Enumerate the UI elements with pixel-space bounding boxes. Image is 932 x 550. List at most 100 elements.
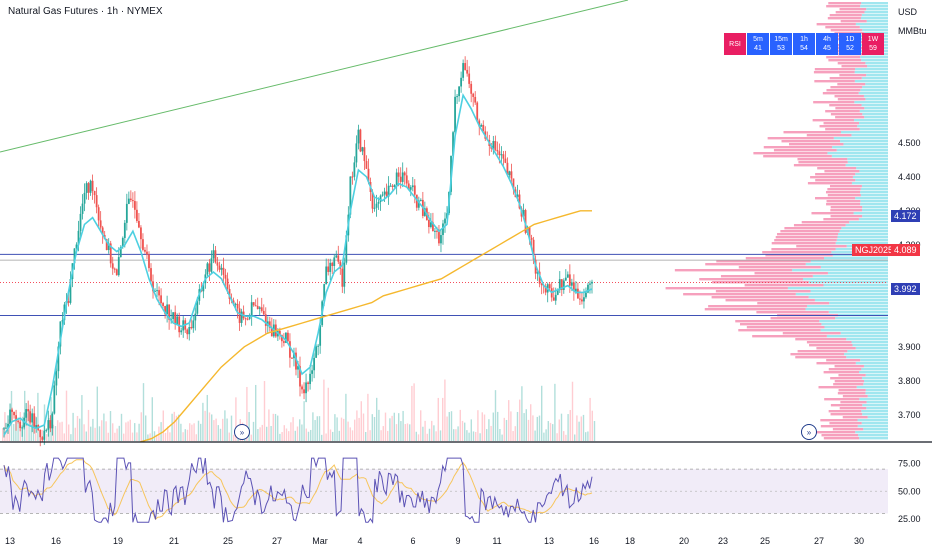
volume-bar xyxy=(395,424,398,441)
volume-bar xyxy=(420,410,422,441)
volume-profile-bar xyxy=(815,179,856,182)
candle-body xyxy=(548,284,551,289)
volume-profile-bar xyxy=(861,377,888,380)
volume-profile-bar xyxy=(860,194,888,197)
candle-body xyxy=(581,299,583,302)
volume-profile-bar xyxy=(835,116,865,119)
volume-bar xyxy=(497,411,499,441)
candle-body xyxy=(504,158,507,163)
volume-bar xyxy=(224,410,226,441)
volume-bar xyxy=(490,425,492,441)
candle-body xyxy=(577,288,579,299)
volume-bar xyxy=(481,412,483,441)
volume-profile-bar xyxy=(699,278,804,281)
volume-bar xyxy=(455,429,457,441)
volume-bar xyxy=(514,426,516,441)
candle-body xyxy=(287,332,289,342)
volume-profile-bar xyxy=(771,248,836,251)
candle-body xyxy=(150,268,152,282)
volume-bar xyxy=(325,433,327,441)
candle-body xyxy=(436,230,438,232)
candle-body xyxy=(160,295,162,304)
volume-bar xyxy=(74,427,76,441)
rsi-cell-1h[interactable]: 1h 54 xyxy=(793,33,815,55)
volume-profile-bar xyxy=(830,113,863,116)
time-tick-label: 27 xyxy=(814,536,824,546)
volume-profile-bar xyxy=(674,269,793,272)
rsi-cell-5m[interactable]: 5m 41 xyxy=(747,33,769,55)
volume-profile-bar xyxy=(773,149,837,152)
volume-bar xyxy=(565,434,567,441)
volume-bar xyxy=(492,412,494,441)
volume-bar xyxy=(362,413,365,441)
jump-arrow-icon[interactable]: » xyxy=(801,424,817,440)
candle-body xyxy=(5,427,7,429)
candle-body xyxy=(129,198,132,201)
volume-profile-bar xyxy=(752,335,827,338)
volume-profile-bar xyxy=(757,302,830,305)
candle-body xyxy=(105,239,108,251)
volume-bar xyxy=(178,414,180,441)
volume-bar xyxy=(422,426,424,441)
volume-bar xyxy=(457,426,459,441)
volume-profile-bar xyxy=(855,179,888,182)
volume-profile-bar xyxy=(834,380,865,383)
time-tick-label: 4 xyxy=(357,536,362,546)
rsi-cell-1d[interactable]: 1D 52 xyxy=(839,33,861,55)
rsi-tick-label: 50.00 xyxy=(898,486,921,496)
volume-bar xyxy=(222,418,224,441)
currency-label[interactable]: USD xyxy=(898,7,918,17)
candle-body xyxy=(512,178,515,190)
rsi-cell-15m[interactable]: 15m 53 xyxy=(770,33,792,55)
volume-bar xyxy=(435,431,437,441)
candle-body xyxy=(67,301,70,303)
candle-body xyxy=(101,227,104,235)
volume-profile-bar xyxy=(803,278,888,281)
volume-bar xyxy=(338,430,340,441)
volume-profile-bar xyxy=(840,20,867,23)
unit-label[interactable]: MMBtu xyxy=(898,26,927,36)
volume-profile-bar xyxy=(841,65,868,68)
volume-bar xyxy=(424,420,426,441)
candle-body xyxy=(210,258,213,272)
lower-level-tag: 3.992 xyxy=(891,283,920,295)
candle-body xyxy=(313,357,316,371)
volume-bar xyxy=(107,432,109,441)
candle-body xyxy=(387,185,390,197)
rsi-cell-1w[interactable]: 1W 59 xyxy=(862,33,884,55)
volume-profile-bar xyxy=(832,428,864,431)
candle-body xyxy=(194,313,197,321)
volume-profile-bar xyxy=(745,257,824,260)
volume-profile-bar xyxy=(806,134,852,137)
candle-body xyxy=(466,69,469,74)
volume-bar xyxy=(147,434,149,441)
volume-profile-bar xyxy=(826,89,861,92)
candle-body xyxy=(214,250,217,263)
rsi-timeframe-panel[interactable]: RSI 5m 41 15m 53 1h 54 4h 45 1D 52 1W 59 xyxy=(724,33,884,55)
volume-bar xyxy=(175,415,178,441)
volume-profile-bar xyxy=(859,437,888,440)
volume-profile-bar xyxy=(840,401,867,404)
volume-profile-bar xyxy=(864,11,888,14)
rsi-cell-4h[interactable]: 4h 45 xyxy=(816,33,838,55)
volume-profile-bar xyxy=(811,212,854,215)
candle-body xyxy=(31,413,34,423)
volume-profile-bar xyxy=(861,368,888,371)
volume-profile-bar xyxy=(838,233,888,236)
candle-body xyxy=(168,304,171,320)
volume-bar xyxy=(314,420,316,441)
volume-profile-bar xyxy=(838,374,866,377)
price-tick-label: 4.400 xyxy=(898,172,921,182)
volume-bar xyxy=(180,423,182,441)
volume-bar xyxy=(426,433,428,441)
price-tick-label: 3.800 xyxy=(898,376,921,386)
candle-body xyxy=(379,195,382,203)
volume-profile-bar xyxy=(831,155,888,158)
jump-arrow-icon[interactable]: » xyxy=(234,424,250,440)
volume-bar xyxy=(173,411,175,441)
volume-profile-bar xyxy=(859,110,888,113)
candle-body xyxy=(262,310,265,315)
candle-body xyxy=(29,411,32,423)
volume-profile-bar xyxy=(859,371,888,374)
